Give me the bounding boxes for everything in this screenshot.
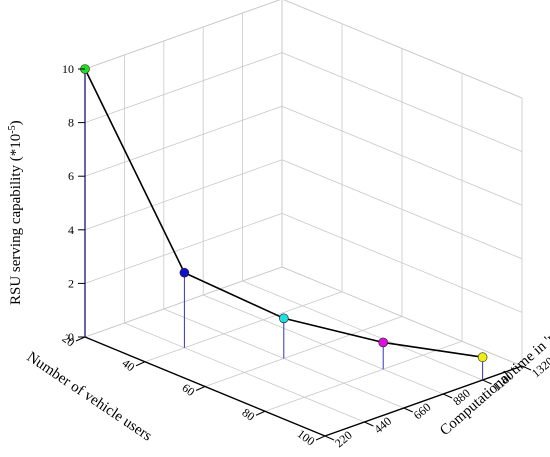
x-tick-mark-3 bbox=[255, 410, 266, 416]
z-tick-label-5: 10 bbox=[62, 62, 74, 76]
axis-layer bbox=[84, 0, 523, 437]
y-tick-mark-3 bbox=[442, 393, 453, 399]
z-axis-label-sup: -5 bbox=[7, 125, 18, 133]
y-tick-mark-5 bbox=[521, 365, 532, 371]
back-wall-grid-z-3 bbox=[281, 105, 523, 206]
x-tick-label-3: 80 bbox=[240, 405, 258, 423]
z-axis-label: RSU serving capability (*10-5) bbox=[7, 120, 25, 305]
y-tick-mark-4 bbox=[482, 379, 492, 385]
x-tick-mark-1 bbox=[135, 361, 146, 367]
frame-top-left-edge bbox=[84, 0, 281, 70]
floor-grid-x-1 bbox=[144, 291, 343, 363]
left-wall-grid-z-3 bbox=[84, 105, 283, 177]
data-point-2 bbox=[278, 313, 289, 324]
data-point-1 bbox=[179, 267, 190, 278]
floor-grid-x-2 bbox=[204, 316, 403, 387]
left-wall-grid-z-0 bbox=[84, 266, 283, 338]
back-wall-grid-z-0 bbox=[281, 266, 523, 367]
z-tick-label-4: 8 bbox=[68, 116, 74, 130]
z-axis-label-main: RSU serving capability (*10 bbox=[8, 134, 24, 305]
left-wall-grid-z-4 bbox=[84, 52, 283, 123]
left-wall-grid-z-1 bbox=[84, 213, 283, 284]
x-tick-label-4: 100 bbox=[295, 427, 318, 449]
y-tick-label-2: 660 bbox=[411, 400, 434, 422]
back-wall-grid-z-2 bbox=[281, 159, 523, 260]
floor-grid-x-3 bbox=[264, 340, 463, 412]
floor-grid-y-3 bbox=[203, 294, 444, 395]
z-tick-label-3: 6 bbox=[68, 169, 74, 183]
frame-top-edge bbox=[283, 0, 523, 99]
x-tick-mark-2 bbox=[195, 386, 206, 391]
z-tick-label-1: 2 bbox=[68, 276, 74, 290]
back-wall-grid-z-1 bbox=[281, 213, 523, 313]
left-wall-grid-z-2 bbox=[84, 159, 283, 231]
z-axis-label-end: ) bbox=[8, 120, 24, 125]
data-point-3 bbox=[378, 337, 389, 348]
floor-grid-y-1 bbox=[124, 322, 365, 423]
y-tick-label-0: 220 bbox=[332, 428, 355, 450]
x-tick-label-1: 40 bbox=[120, 356, 138, 374]
y-tick-mark-0 bbox=[324, 435, 335, 441]
back-wall-grid-z-4 bbox=[281, 52, 523, 152]
data-point-4 bbox=[477, 352, 488, 363]
y-tick-mark-2 bbox=[403, 407, 414, 413]
z-tick-label-2: 4 bbox=[68, 223, 74, 237]
point-layer bbox=[80, 64, 488, 363]
drop-line-layer bbox=[84, 69, 484, 380]
x-tick-mark-4 bbox=[315, 435, 326, 441]
y-axis-line bbox=[324, 365, 523, 437]
y-tick-mark-1 bbox=[364, 421, 374, 427]
grid-layer bbox=[84, 0, 523, 437]
floor-grid-y-4 bbox=[242, 280, 483, 381]
x-tick-mark-0 bbox=[75, 336, 86, 342]
z-tick-label-0: 0 bbox=[68, 330, 74, 344]
y-tick-label-1: 440 bbox=[371, 414, 394, 436]
y-axis-label: Computational time in 'ms' bbox=[437, 321, 550, 439]
x-tick-label-2: 60 bbox=[180, 381, 198, 399]
